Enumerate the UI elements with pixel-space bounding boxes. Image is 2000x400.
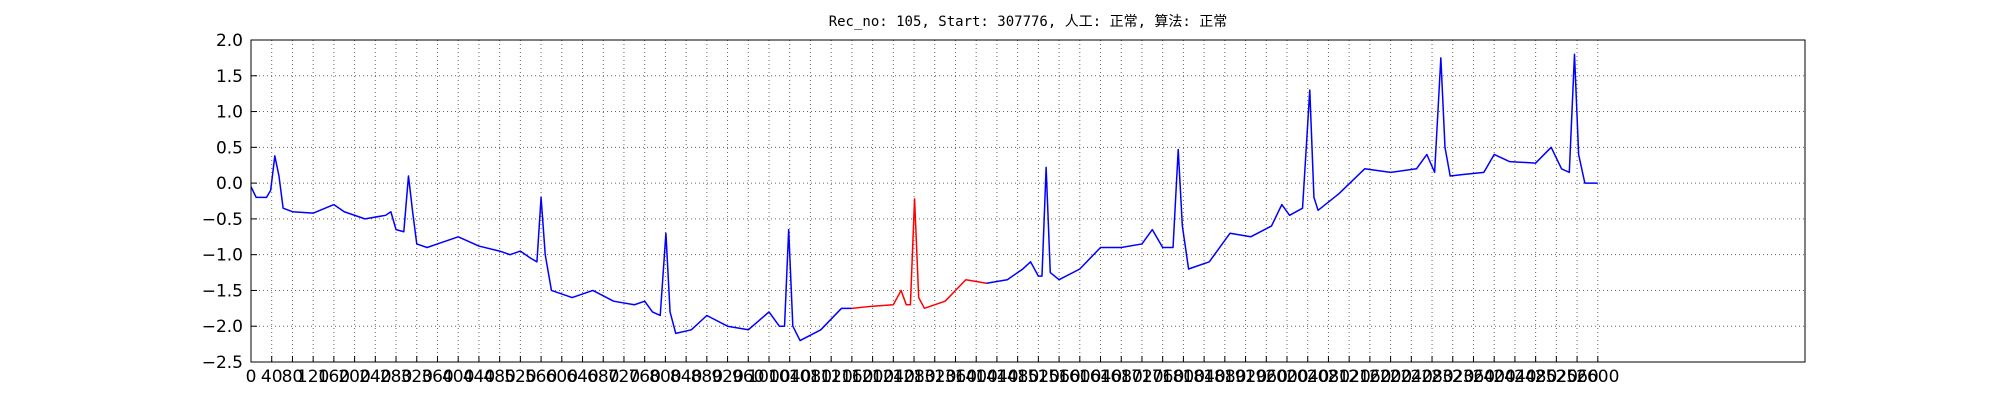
x-tick-label: 1480 (996, 367, 1039, 387)
y-tick-label: 0.5 (216, 138, 243, 158)
line-layer (250, 53, 1598, 342)
x-tick-label: 1920 (1224, 367, 1267, 387)
x-tick-label: 1240 (872, 367, 915, 387)
x-tick-label: 1520 (1017, 367, 1060, 387)
y-tick-label: −2.5 (202, 353, 243, 373)
x-tick-label: 2080 (1307, 367, 1350, 387)
x-tick-label: 2160 (1348, 367, 1391, 387)
x-tick-label: 920 (711, 367, 743, 387)
x-tick-label: 80 (282, 367, 304, 387)
x-tick-label: 2040 (1286, 367, 1329, 387)
y-tick-label: −0.5 (202, 210, 243, 230)
x-tick-label: 1720 (1120, 367, 1163, 387)
x-tick-label: 440 (463, 367, 495, 387)
x-tick-label: 1040 (768, 367, 811, 387)
x-tick-label: 880 (691, 367, 723, 387)
x-tick-label: 160 (318, 367, 350, 387)
y-tick-label: −2.0 (202, 317, 243, 337)
x-tick-label: 2000 (1265, 367, 1308, 387)
x-tick-label: 2280 (1410, 367, 1453, 387)
x-tick-label: 720 (608, 367, 640, 387)
x-tick-label: 520 (504, 367, 536, 387)
x-tick-label: 1400 (955, 367, 998, 387)
x-tick-label: 1160 (830, 367, 873, 387)
x-tick-label: 2240 (1390, 367, 1433, 387)
x-tick-label: 1960 (1245, 367, 1288, 387)
x-tick-label: 1800 (1162, 367, 1205, 387)
y-tick-label: −1.5 (202, 281, 243, 301)
x-tick-label: 600 (546, 367, 578, 387)
x-tick-label: 1120 (810, 367, 853, 387)
x-tick-label: 2520 (1535, 367, 1578, 387)
x-tick-label: 1840 (1182, 367, 1225, 387)
x-tick-label: 2120 (1328, 367, 1371, 387)
x-tick-label: 1280 (892, 367, 935, 387)
x-tick-label: 0 (246, 367, 257, 387)
x-tick-label: 1640 (1079, 367, 1122, 387)
x-tick-label: 680 (587, 367, 619, 387)
x-tick-label: 280 (380, 367, 412, 387)
x-tick-label: 1680 (1100, 367, 1143, 387)
x-tick-label: 320 (401, 367, 433, 387)
x-tick-label: 800 (649, 367, 681, 387)
x-tick-label: 200 (338, 367, 370, 387)
x-tick-label: 1080 (789, 367, 832, 387)
x-tick-label: 480 (483, 367, 515, 387)
x-tick-label: 640 (566, 367, 598, 387)
x-tick-label: 1440 (975, 367, 1018, 387)
chart-title: Rec_no: 105, Start: 307776, 人工: 正常, 算法: … (829, 14, 1228, 30)
x-tick-label: 40 (261, 367, 283, 387)
x-tick-label: 1320 (913, 367, 956, 387)
x-tick-label: 1880 (1203, 367, 1246, 387)
x-tick-label: 1760 (1141, 367, 1184, 387)
x-tick-label: 2440 (1493, 367, 1536, 387)
plot-frame (250, 39, 1806, 363)
x-tick-label: 960 (732, 367, 764, 387)
ecg-line (851, 198, 987, 310)
x-tick-label: 1200 (851, 367, 894, 387)
x-tick-label: 560 (525, 367, 557, 387)
x-tick-label: 2200 (1369, 367, 1412, 387)
x-tick-label: 400 (442, 367, 474, 387)
x-tick-label: 240 (359, 367, 391, 387)
x-tick-label: 360 (421, 367, 453, 387)
y-tick-label: 2.0 (216, 31, 243, 51)
x-tick-label: 2480 (1514, 367, 1557, 387)
x-tick-label: 760 (628, 367, 660, 387)
x-tick-label: 1560 (1037, 367, 1080, 387)
x-tick-label: 2600 (1576, 367, 1619, 387)
x-tick-label: 1360 (934, 367, 977, 387)
y-tick-label: 1.5 (216, 67, 243, 87)
x-tick-label: 840 (670, 367, 702, 387)
x-tick-label: 1600 (1058, 367, 1101, 387)
x-tick-label: 2400 (1473, 367, 1516, 387)
y-tick-label: −1.0 (202, 246, 243, 266)
grid-layer (250, 39, 1805, 363)
x-tick-label: 2360 (1452, 367, 1495, 387)
x-tick-label: 2560 (1555, 367, 1598, 387)
x-tick-label: 120 (297, 367, 329, 387)
y-tick-label: 0.0 (216, 174, 243, 194)
ecg-line (250, 53, 1598, 342)
x-tick-label: 2320 (1431, 367, 1474, 387)
y-tick-label: 1.0 (216, 103, 243, 123)
x-tick-label: 1000 (747, 367, 790, 387)
